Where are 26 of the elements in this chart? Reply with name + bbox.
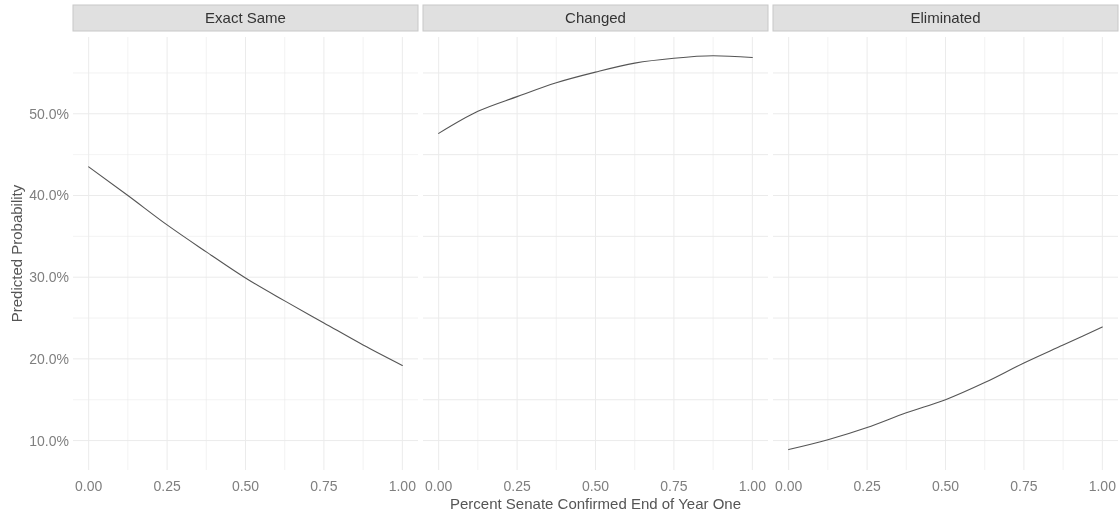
x-tick-label: 0.00 [75, 478, 103, 494]
x-tick-label: 0.50 [231, 478, 260, 494]
chart-title: Exact Same [205, 9, 286, 26]
x-tick-label: 0.50 [931, 478, 960, 494]
x-tick-label: 0.50 [581, 478, 610, 494]
y-axis-title: Predicted Probability [8, 184, 25, 323]
x-tick-label: 1.00 [1088, 478, 1117, 494]
line-series [88, 166, 403, 366]
y-tick-label: 50.0% [29, 105, 69, 122]
x-tick-label: 0.25 [853, 478, 881, 494]
y-tick-label: 20.0% [29, 350, 69, 367]
x-tick-label: 0.25 [503, 478, 531, 494]
x-tick-label: 0.00 [425, 478, 453, 494]
x-tick-label: 0.00 [775, 478, 803, 494]
chart-title: Changed [565, 9, 626, 26]
y-tick-label: 10.0% [29, 432, 69, 449]
x-tick-label: 0.75 [1010, 478, 1038, 494]
x-axis-title: Percent Senate Confirmed End of Year One [449, 495, 742, 512]
chart-title: Eliminated [910, 9, 981, 26]
x-tick-label: 1.00 [738, 478, 767, 494]
x-tick-label: 0.75 [310, 478, 338, 494]
y-tick-label: 40.0% [29, 187, 69, 204]
y-tick-label: 30.0% [29, 269, 69, 286]
x-tick-label: 0.25 [153, 478, 181, 494]
x-tick-label: 0.75 [660, 478, 688, 494]
x-tick-label: 1.00 [388, 478, 417, 494]
